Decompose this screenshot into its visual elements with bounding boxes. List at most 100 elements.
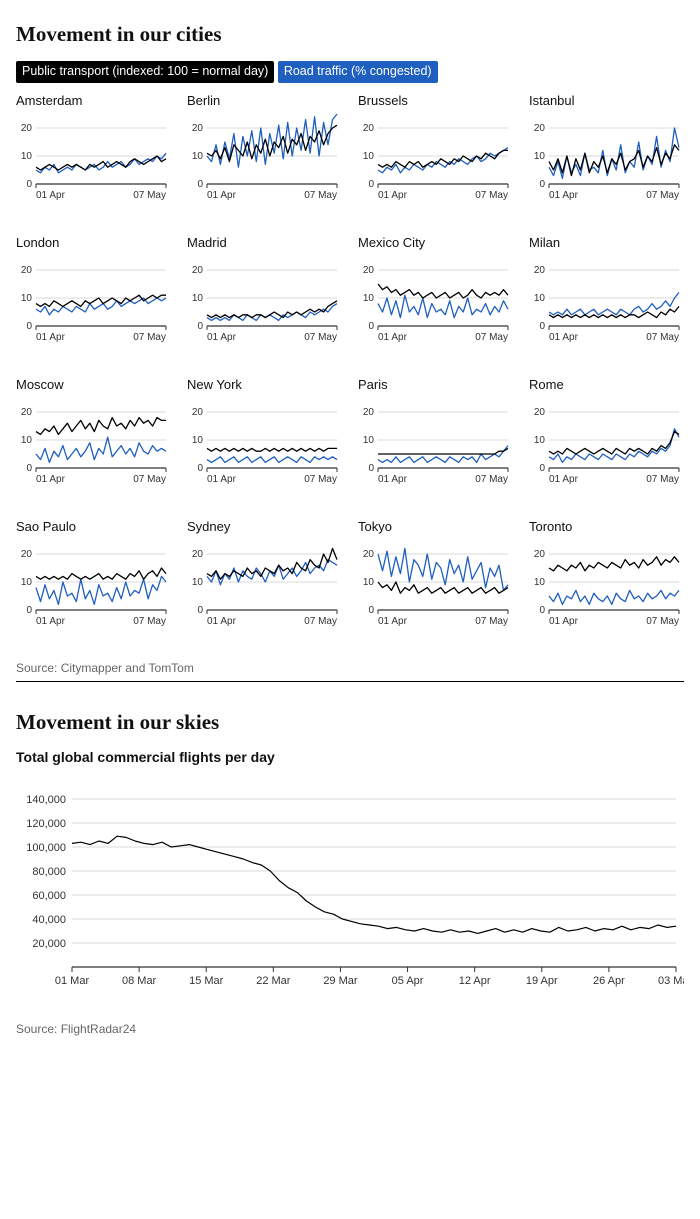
svg-text:20: 20 [21, 265, 33, 276]
section-divider [16, 681, 684, 682]
panel-title: New York [187, 377, 342, 392]
panel-title: Moscow [16, 377, 171, 392]
panel-chart: 0 10 20 01 Apr 07 May [358, 536, 512, 646]
panel-title: Amsterdam [16, 93, 171, 108]
svg-text:20: 20 [363, 407, 375, 418]
svg-text:0: 0 [368, 463, 374, 474]
city-panel: Madrid0102001 Apr07 May [187, 235, 342, 367]
city-panel: Berlin0102001 Apr07 May [187, 93, 342, 225]
svg-text:01 Apr: 01 Apr [378, 190, 408, 201]
svg-text:10: 10 [534, 293, 546, 304]
flights-chart: 20,00040,00060,00080,000100,000120,00014… [16, 777, 684, 1012]
svg-text:10: 10 [363, 151, 375, 162]
svg-text:20: 20 [363, 549, 375, 560]
svg-text:10: 10 [363, 577, 375, 588]
svg-text:01 Apr: 01 Apr [36, 190, 66, 201]
svg-text:07 May: 07 May [133, 474, 166, 485]
svg-text:01 Apr: 01 Apr [36, 616, 66, 627]
panel-chart: 0102001 Apr07 May [187, 252, 341, 362]
svg-text:01 Apr: 01 Apr [378, 616, 408, 627]
svg-text:100,000: 100,000 [26, 842, 66, 854]
svg-text:10: 10 [534, 151, 546, 162]
svg-text:120,000: 120,000 [26, 818, 66, 830]
city-panel: Rome 0102001 Apr07 May [529, 377, 684, 509]
svg-text:01 Apr: 01 Apr [207, 474, 237, 485]
svg-text:07 May: 07 May [304, 474, 337, 485]
svg-text:01 Apr: 01 Apr [549, 474, 579, 485]
city-panel: Toronto0102001 Apr07 May [529, 519, 684, 651]
svg-text:140,000: 140,000 [26, 794, 66, 806]
svg-text:10: 10 [192, 293, 204, 304]
svg-text:01 Apr: 01 Apr [378, 332, 408, 343]
svg-text:20: 20 [534, 123, 546, 134]
panel-title: Sydney [187, 519, 342, 534]
svg-text:40,000: 40,000 [32, 914, 66, 926]
city-panel: London0102001 Apr07 May [16, 235, 171, 367]
svg-text:20: 20 [363, 265, 375, 276]
svg-text:20: 20 [192, 549, 204, 560]
city-panel: Mexico City0102001 Apr07 May [358, 235, 513, 367]
svg-text:01 Apr: 01 Apr [36, 474, 66, 485]
city-panel: Brussels0102001 Apr07 May [358, 93, 513, 225]
svg-text:20: 20 [363, 123, 375, 134]
city-panel: Amsterdam0102001 Apr07 May [16, 93, 171, 225]
svg-text:0: 0 [539, 179, 545, 190]
panel-chart: 0102001 Apr07 May [358, 252, 512, 362]
svg-text:0: 0 [26, 463, 32, 474]
svg-text:0: 0 [368, 605, 374, 616]
svg-text:10: 10 [363, 293, 375, 304]
panel-title: London [16, 235, 171, 250]
panel-chart: 0102001 Apr07 May [187, 110, 341, 220]
svg-text:19 Apr: 19 Apr [526, 975, 558, 987]
cities-source: Source: Citymapper and TomTom [16, 661, 684, 675]
svg-text:01 Apr: 01 Apr [36, 332, 66, 343]
svg-text:07 May: 07 May [304, 616, 337, 627]
panel-chart: 0102001 Apr07 May [187, 536, 341, 646]
svg-text:29 Mar: 29 Mar [323, 975, 358, 987]
svg-text:10: 10 [363, 435, 375, 446]
svg-text:07 May: 07 May [475, 474, 508, 485]
svg-text:05 Apr: 05 Apr [392, 975, 424, 987]
svg-text:20: 20 [21, 407, 33, 418]
svg-text:03 May: 03 May [658, 975, 684, 987]
svg-text:07 May: 07 May [475, 190, 508, 201]
panel-title: Madrid [187, 235, 342, 250]
svg-text:20: 20 [192, 407, 204, 418]
svg-text:0: 0 [197, 321, 203, 332]
svg-text:0: 0 [539, 605, 545, 616]
svg-text:20: 20 [534, 265, 546, 276]
svg-text:80,000: 80,000 [32, 866, 66, 878]
svg-text:10: 10 [534, 435, 546, 446]
flights-title: Movement in our skies [16, 710, 684, 735]
svg-text:0: 0 [368, 179, 374, 190]
svg-text:07 May: 07 May [133, 332, 166, 343]
cities-legend: Public transport (indexed: 100 = normal … [16, 61, 684, 83]
svg-text:26 Apr: 26 Apr [593, 975, 625, 987]
svg-text:07 May: 07 May [133, 190, 166, 201]
svg-text:22 Mar: 22 Mar [256, 975, 291, 987]
svg-text:01 Apr: 01 Apr [207, 616, 237, 627]
panel-chart: 0102001 Apr07 May [16, 394, 170, 504]
svg-text:01 Apr: 01 Apr [549, 332, 579, 343]
svg-text:10: 10 [192, 151, 204, 162]
svg-text:07 May: 07 May [475, 616, 508, 627]
small-multiples-grid: Amsterdam0102001 Apr07 MayBerlin0102001 … [16, 93, 684, 651]
city-panel: Milan0102001 Apr07 May [529, 235, 684, 367]
svg-text:20: 20 [192, 123, 204, 134]
panel-title: Istanbul [529, 93, 684, 108]
svg-text:07 May: 07 May [646, 616, 679, 627]
panel-chart: 0102001 Apr07 May [358, 394, 512, 504]
svg-text:10: 10 [21, 151, 33, 162]
svg-text:20,000: 20,000 [32, 938, 66, 950]
panel-title: Mexico City [358, 235, 513, 250]
flights-source: Source: FlightRadar24 [16, 1022, 684, 1036]
svg-text:10: 10 [534, 577, 546, 588]
panel-title: Rome [529, 377, 684, 392]
svg-text:12 Apr: 12 Apr [459, 975, 491, 987]
svg-text:10: 10 [192, 435, 204, 446]
panel-chart: 0102001 Apr07 May [529, 394, 683, 504]
svg-text:0: 0 [368, 321, 374, 332]
panel-title: Milan [529, 235, 684, 250]
panel-chart: 0102001 Apr07 May [529, 110, 683, 220]
svg-text:10: 10 [21, 577, 33, 588]
